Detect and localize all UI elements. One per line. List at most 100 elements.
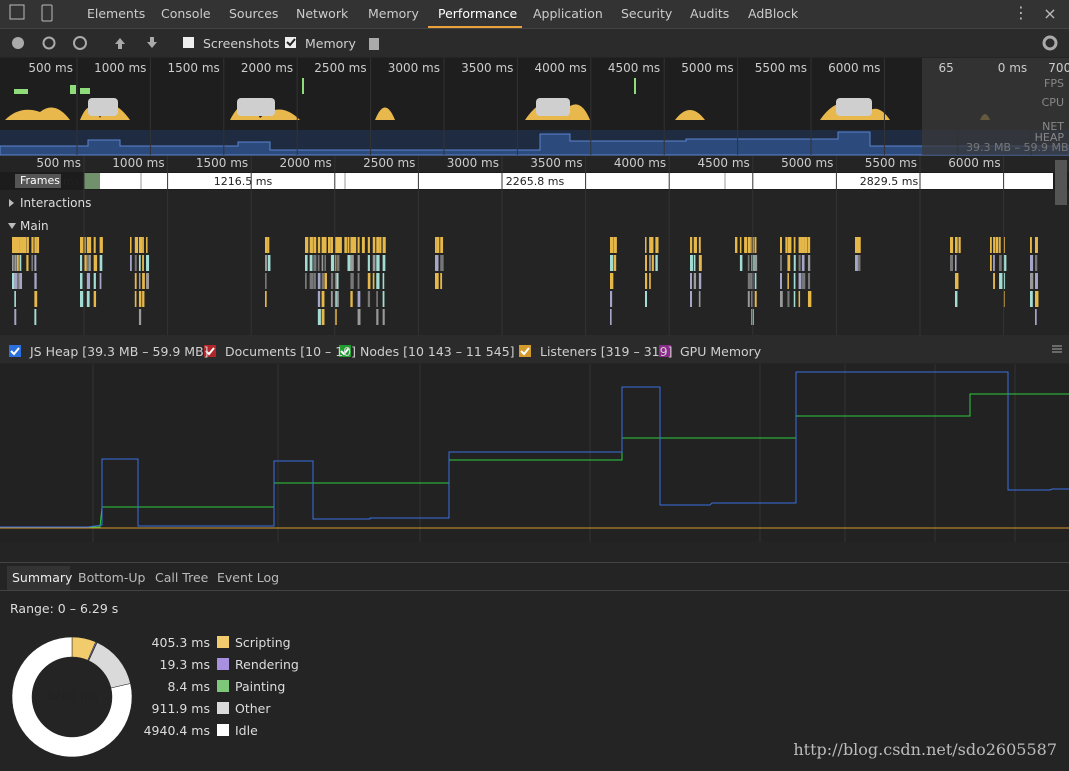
flame-event bbox=[372, 273, 375, 289]
flame-event bbox=[807, 237, 811, 253]
flame-event bbox=[31, 255, 34, 271]
flame-event bbox=[693, 255, 696, 271]
flame-event bbox=[80, 237, 84, 253]
flame-event bbox=[610, 309, 612, 325]
collapse-arrow[interactable] bbox=[8, 223, 16, 229]
flame-event bbox=[321, 291, 325, 307]
tab[interactable]: Security bbox=[621, 6, 673, 21]
inspect-icon[interactable] bbox=[9, 4, 25, 20]
tab[interactable]: AdBlock bbox=[748, 6, 799, 21]
device-icon[interactable] bbox=[41, 4, 53, 22]
flame-event bbox=[330, 273, 334, 289]
flame-event bbox=[357, 309, 361, 325]
legend-menu[interactable] bbox=[1052, 345, 1062, 353]
legend-checkbox[interactable] bbox=[659, 345, 671, 357]
menu-icon[interactable]: ⋮ bbox=[1013, 3, 1029, 22]
flame-event bbox=[440, 237, 444, 253]
flame-event bbox=[793, 255, 796, 271]
flame-event bbox=[305, 237, 309, 253]
flame-event bbox=[142, 291, 145, 307]
summary-tab[interactable]: Summary bbox=[12, 570, 73, 585]
flame-event bbox=[435, 273, 438, 289]
ruler-label: 1500 ms bbox=[195, 156, 249, 170]
trash-button[interactable] bbox=[369, 38, 379, 50]
flame-event bbox=[83, 255, 87, 271]
summary-tab[interactable]: Bottom-Up bbox=[78, 570, 146, 585]
reload-button[interactable] bbox=[42, 36, 56, 50]
flame-event bbox=[317, 237, 321, 253]
flame-event bbox=[747, 237, 751, 253]
frame-dividers bbox=[140, 173, 726, 189]
tab[interactable]: Audits bbox=[690, 6, 730, 21]
tab[interactable]: Application bbox=[533, 6, 603, 21]
tab[interactable]: Performance bbox=[438, 6, 518, 21]
overview-tick-label: 2000 ms bbox=[240, 61, 294, 75]
clear-button[interactable] bbox=[73, 36, 87, 50]
summary-tab[interactable]: Call Tree bbox=[155, 570, 209, 585]
flame-event bbox=[313, 237, 317, 253]
flame-event bbox=[19, 237, 23, 253]
summary-pane bbox=[0, 563, 1069, 771]
flame-event bbox=[146, 237, 148, 253]
summary-swatch bbox=[217, 658, 229, 670]
flame-event bbox=[645, 255, 647, 271]
ruler-label: 4500 ms bbox=[697, 156, 750, 170]
overview-tick-label: 4000 ms bbox=[534, 61, 587, 75]
ruler-label: 6000 ms bbox=[948, 156, 1001, 170]
flame-event bbox=[86, 237, 91, 253]
flame-event bbox=[347, 255, 351, 271]
flame-event bbox=[954, 273, 959, 289]
overview-tick-label: 65 bbox=[938, 61, 954, 75]
flame-event bbox=[14, 291, 16, 307]
tab[interactable]: Console bbox=[161, 6, 211, 21]
record-button[interactable] bbox=[12, 37, 24, 49]
flame-event bbox=[321, 309, 325, 325]
flame-event bbox=[330, 291, 333, 307]
flame-event bbox=[367, 291, 371, 307]
screenshots-checkbox[interactable] bbox=[183, 37, 194, 48]
legend-checkbox[interactable] bbox=[519, 345, 531, 357]
flame-event bbox=[1035, 237, 1038, 253]
flame-event bbox=[134, 291, 137, 307]
expand-arrow[interactable] bbox=[9, 199, 14, 207]
flame-event bbox=[22, 237, 27, 253]
flame-event bbox=[1030, 291, 1033, 307]
flame-event bbox=[317, 309, 321, 325]
flame-event bbox=[798, 255, 801, 271]
save-button[interactable] bbox=[147, 37, 157, 48]
flame-event bbox=[347, 237, 350, 253]
close-icon[interactable]: × bbox=[1043, 4, 1056, 23]
flame-event bbox=[382, 237, 386, 253]
flame-event bbox=[309, 237, 313, 253]
tab[interactable]: Sources bbox=[229, 6, 279, 21]
legend-label: GPU Memory bbox=[680, 344, 762, 359]
flame-event bbox=[382, 273, 385, 289]
flame-event bbox=[317, 255, 320, 271]
donut-slice bbox=[11, 636, 133, 758]
scrollbar[interactable] bbox=[1055, 160, 1067, 205]
flame-event bbox=[265, 237, 268, 253]
summary-tab[interactable]: Event Log bbox=[217, 570, 280, 585]
flame-event bbox=[754, 273, 757, 289]
summary-name: Idle bbox=[235, 723, 258, 738]
flame-event bbox=[698, 291, 701, 307]
frames-label-bg bbox=[15, 174, 61, 188]
ruler-label: 5500 ms bbox=[864, 156, 917, 170]
load-button[interactable] bbox=[115, 38, 125, 49]
flame-event bbox=[12, 255, 14, 271]
flame-event bbox=[83, 237, 86, 253]
flame-event bbox=[334, 255, 337, 271]
flame-event bbox=[801, 237, 805, 253]
tab[interactable]: Network bbox=[296, 6, 349, 21]
frames-bar bbox=[100, 173, 1053, 189]
tab[interactable]: Memory bbox=[368, 6, 419, 21]
memory-checkbox[interactable] bbox=[285, 37, 296, 48]
flame-event bbox=[744, 237, 748, 253]
settings-button[interactable] bbox=[1042, 35, 1058, 51]
flame-event bbox=[855, 237, 859, 253]
tab[interactable]: Elements bbox=[87, 6, 146, 21]
watermark: http://blog.csdn.net/sdo2605587 bbox=[793, 740, 1057, 759]
overview-tick-label: 750 bbox=[0, 61, 1069, 75]
legend-checkbox[interactable] bbox=[9, 345, 21, 357]
flame-event bbox=[780, 291, 783, 307]
